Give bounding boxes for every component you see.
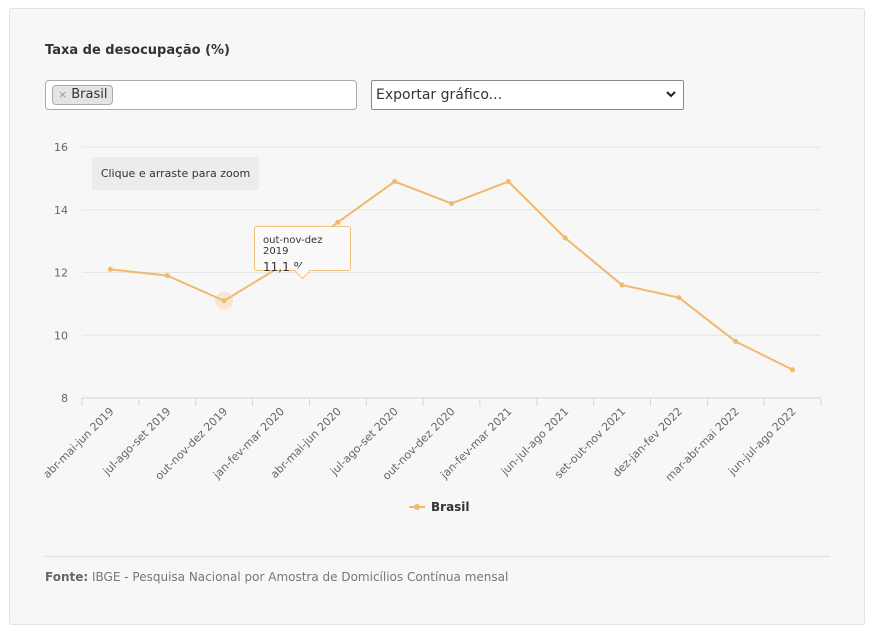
data-point xyxy=(392,179,398,185)
legend-label: Brasil xyxy=(431,500,470,514)
data-point xyxy=(619,282,625,288)
divider xyxy=(45,556,830,557)
tooltip-category: out-nov-dez 2019 xyxy=(263,235,323,257)
data-tooltip: out-nov-dez 2019 11,1 % xyxy=(254,226,351,274)
data-point xyxy=(676,295,682,301)
y-tick-label: 14 xyxy=(54,204,68,217)
data-point xyxy=(335,219,341,225)
legend-item-brasil[interactable]: Brasil xyxy=(409,499,470,515)
selected-region-tag: × Brasil xyxy=(52,85,114,105)
data-point xyxy=(107,266,113,272)
data-point xyxy=(790,367,796,373)
data-point xyxy=(562,235,568,241)
data-point xyxy=(505,179,511,185)
export-chart-select[interactable]: Exportar gráfico... xyxy=(371,80,684,110)
y-tick-label: 16 xyxy=(54,141,68,154)
data-point xyxy=(164,273,170,279)
source-text: IBGE - Pesquisa Nacional por Amostra de … xyxy=(92,570,509,584)
source-note: Fonte: IBGE - Pesquisa Nacional por Amos… xyxy=(45,570,508,584)
data-point xyxy=(221,298,227,304)
data-point xyxy=(449,200,454,206)
y-tick-label: 8 xyxy=(61,392,68,405)
zoom-hint: Clique e arraste para zoom xyxy=(92,157,259,190)
data-point xyxy=(733,339,739,345)
selected-region-label: Brasil xyxy=(71,87,108,102)
tooltip-value: 11,1 % xyxy=(263,260,305,274)
source-label: Fonte: xyxy=(45,570,89,584)
y-tick-label: 10 xyxy=(54,329,68,342)
chart-title: Taxa de desocupação (%) xyxy=(45,43,230,58)
remove-tag-icon[interactable]: × xyxy=(58,88,68,101)
chevron-down-icon xyxy=(665,81,677,120)
y-tick-label: 12 xyxy=(54,267,68,280)
region-filter-input[interactable]: × Brasil xyxy=(45,80,357,110)
export-select-value: Exportar gráfico... xyxy=(376,87,503,103)
chart-card xyxy=(9,8,865,625)
legend-swatch xyxy=(409,504,425,510)
